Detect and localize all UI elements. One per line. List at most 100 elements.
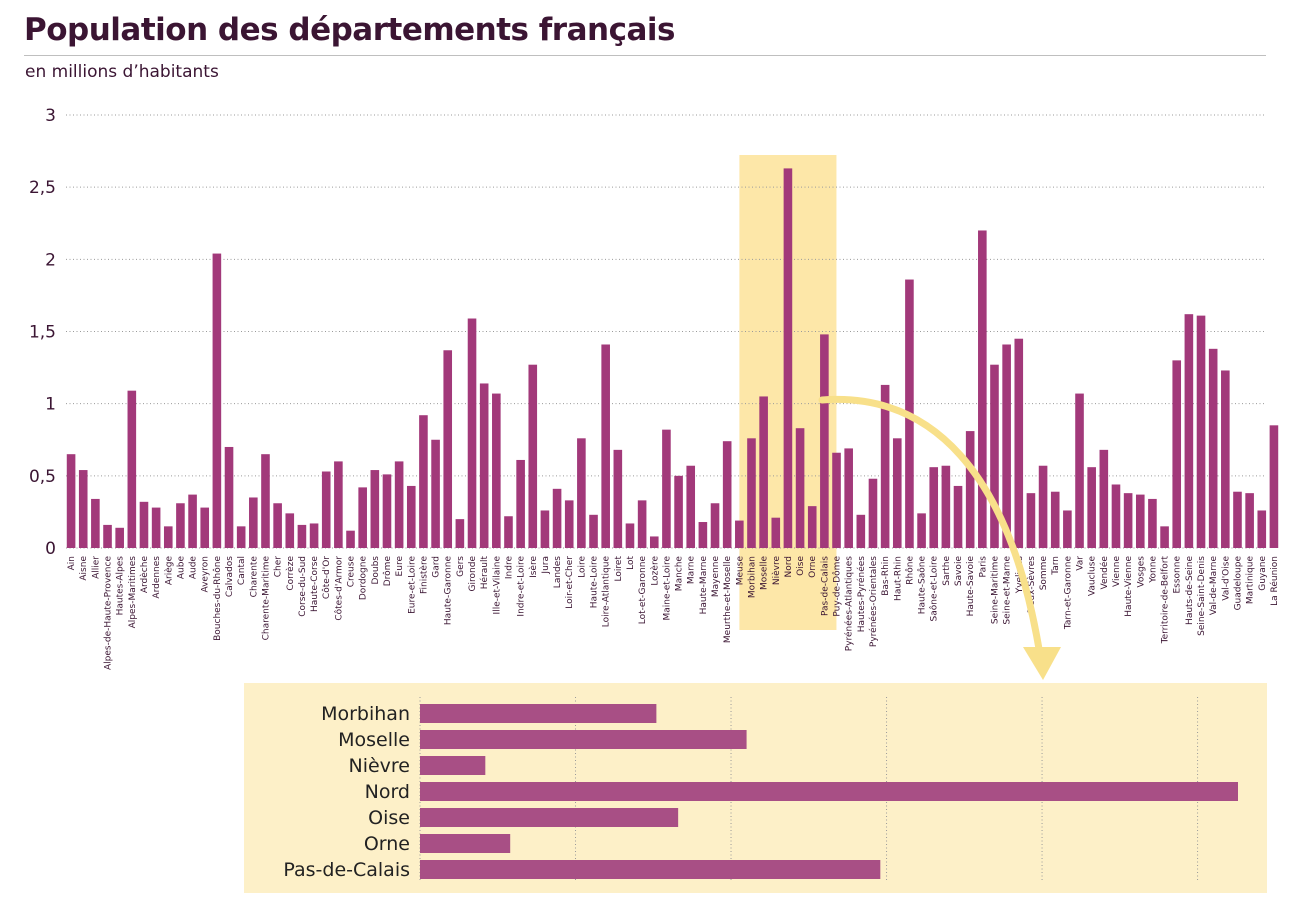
bar-tarn [1050,491,1060,548]
x-tick-label: Pas-de-Calais [820,556,830,616]
x-tick-label: Seine-et-Marne [1003,556,1013,625]
bar-ariege [163,526,173,548]
x-tick-label: Aube [176,556,186,580]
x-tick-label: Essonne [1173,556,1183,594]
bar-alpes-de-haute-provence [103,524,112,548]
x-tick-label: Bas-Rhin [881,556,891,596]
bar-yonne [1148,498,1157,548]
x-tick-label: Jura [541,556,551,575]
chart-subtitle: en millions d’habitants [25,62,219,82]
bar-gironde [467,318,477,548]
x-tick-label: Aisne [79,556,89,581]
x-tick-label: Vienne [1112,556,1122,587]
x-tick-label: Hérault [479,556,490,590]
x-tick-label: Nièvre [771,556,782,586]
zoom-label: Moselle [338,729,410,751]
bar-cote-d-or [321,471,331,548]
bar-landes [552,488,562,548]
bar-savoie [953,485,963,548]
x-tick-label: Vosges [1136,556,1146,588]
y-tick-label: 2,5 [29,178,56,198]
x-tick-label: Ardèche [139,556,150,594]
x-tick-label: Haute-Saône [917,556,928,615]
bar-meurthe-et-moselle [722,441,732,548]
bar-pyrenees-atlantiques [844,448,853,548]
bar-haute-corse [309,523,319,548]
x-tick-label: Doubs [371,556,381,585]
bar-val-de-marne [1208,348,1218,548]
x-tick-label: Seine-Maritime [990,556,1000,625]
x-tick-label: Orne [808,556,818,578]
x-tick-label: Lozère [649,556,660,586]
bar-tarn-et-garonne [1063,510,1072,548]
x-tick-label: Vaucluse [1088,556,1098,597]
bar-pas-de-calais [820,334,829,548]
x-tick-label: Vendée [1099,556,1110,590]
zoom-bar-nord [420,782,1238,801]
x-tick-label: Drôme [382,556,393,587]
x-tick-label: Ain [67,556,77,570]
x-tick-label: Haute-Corse [310,556,320,612]
x-tick-label: Saône-et-Loire [929,556,940,622]
x-tick-label: Puy-de-Dôme [832,556,843,617]
bar-vienne [1111,484,1121,548]
x-tick-label: Yonne [1148,556,1158,584]
x-tick-label: Savoie [954,556,964,587]
x-tick-label: Gironde [468,556,478,592]
bar-allier [91,498,100,548]
y-tick-label: 0 [45,539,56,559]
bar-hautes-pyrenees [856,514,866,548]
x-tick-label: Moselle [760,556,770,590]
bar-lot [625,523,635,548]
x-tick-label: Indre-et-Loire [517,556,527,617]
bar-indre-et-loire [516,459,525,548]
zoom-bar-orne [420,834,511,853]
bar-seine-saint-denis [1196,315,1206,548]
bar-ille-et-vilaine [492,393,501,548]
zoom-bar-nievre [420,756,486,775]
y-tick-label: 2 [45,250,56,270]
bar-vendee [1099,449,1109,548]
y-tick-labels: 0 0,5 1 1,5 2 2,5 3 [29,106,56,559]
x-tick-label: Haute-Savoie [966,556,976,617]
bar-mayenne [710,503,720,548]
bar-indre [504,516,513,548]
x-tick-label: Sarthe [942,556,952,586]
bar-cantal [236,526,246,548]
x-tick-label: Côte-d'Or [321,556,332,599]
x-tick-label: Guyane [1258,556,1268,591]
x-tick-label: Aude [189,556,199,580]
x-tick-label: Bouches-du-Rhône [212,556,223,641]
x-tick-label: Hautes-Pyrénées [856,556,867,633]
x-tick-label: Meurthe-et-Moselle [723,556,733,644]
x-tick-label: Somme [1039,556,1049,591]
title-divider [24,55,1266,56]
bar-moselle [759,396,768,548]
x-tick-label: Loiret [614,556,624,582]
x-tick-label: Pyrénées-Orientales [868,556,879,647]
x-tick-label: Gers [456,556,466,577]
bar-jura [540,510,550,548]
bar-doubs [370,470,380,548]
bar-orne [807,506,817,548]
bar-deux-sevres [1026,493,1036,548]
bar-hauts-de-seine [1184,314,1194,548]
zoom-arrow [818,395,1061,680]
bar-bouches-du-rhone [212,253,222,548]
x-tick-label: Martinique [1246,556,1256,605]
bar-haute-loire [589,514,598,548]
bar-paris [978,230,987,548]
bar-puy-de-dome [832,452,841,548]
zoom-bar-oise [420,808,679,827]
bar-ardennes [151,507,161,548]
bar-hautes-alpes [115,527,124,548]
zoom-bar-moselle [420,730,747,749]
x-tick-label: Marne [687,556,697,585]
bar-calvados [224,446,234,548]
x-tick-label: La Réunion [1269,556,1280,606]
x-tick-label: Lot [626,556,636,570]
x-tick-label: Corse-du-Sud [298,556,308,617]
bar-loire [577,438,586,548]
bar-alpes-maritimes [127,390,137,548]
